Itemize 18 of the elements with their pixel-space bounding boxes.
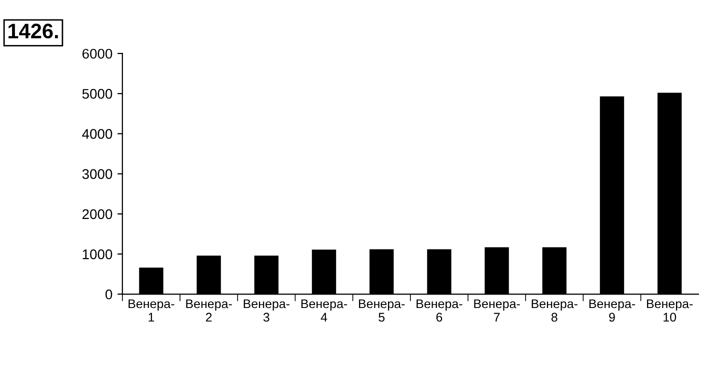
x-tick-label: Венера- 6 [416,299,462,322]
y-tick-label: 0 [105,289,112,300]
y-tick-label: 2000 [82,209,112,220]
y-tick-label: 4000 [82,129,112,139]
x-tick-label: Венера- 10 [647,299,693,322]
y-tick-label: 6000 [82,48,112,59]
x-tick-label: Венера- 7 [474,299,520,322]
x-tick-label: Венера- 5 [359,299,405,322]
x-tick-label: Венера- 9 [589,299,636,322]
text: 1426. [8,24,58,38]
y-tick-label: 3000 [82,169,112,179]
x-tick-label: Венера- 1 [128,299,174,322]
x-tick-label: Венера- 3 [244,299,290,322]
x-tick-label: Венера- 4 [301,299,348,322]
x-tick-label: Венера- 8 [532,299,578,322]
y-tick-label: 5000 [82,88,112,99]
x-tick-label: Венера- 2 [186,299,232,322]
y-tick-label: 1000 [82,249,112,260]
